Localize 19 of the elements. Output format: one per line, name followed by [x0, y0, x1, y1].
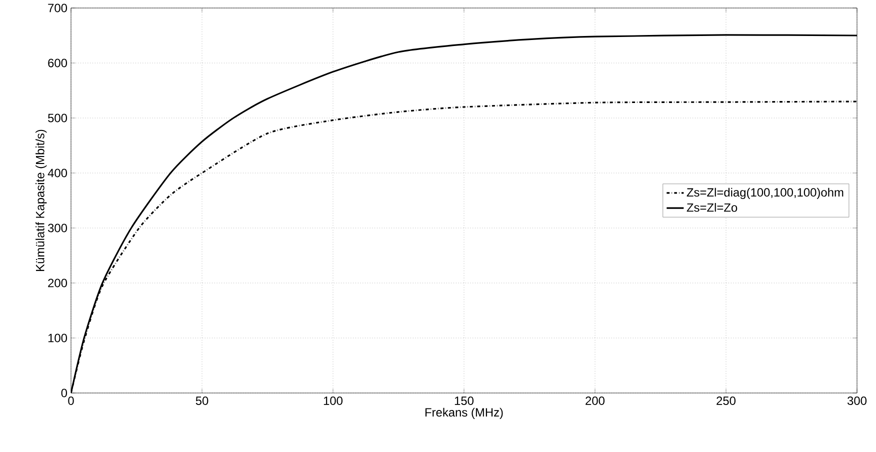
y-tick-label: 400	[48, 168, 68, 178]
y-tick-label: 700	[48, 4, 68, 12]
legend-label: Zs=Zl=diag(100,100,100)ohm	[686, 188, 844, 199]
x-axis-title: Frekans (MHz)	[425, 408, 503, 419]
y-tick-label: 300	[48, 224, 68, 232]
x-tick-label: 50	[196, 396, 208, 405]
x-tick-label: 250	[716, 396, 736, 405]
y-tick-label: 500	[48, 114, 68, 122]
y-tick-label: 100	[48, 334, 68, 342]
y-axis-title: Kümülatif Kapasite (Mbit/s)	[36, 130, 47, 271]
y-tick-label: 0	[61, 388, 68, 398]
x-tick-label: 200	[586, 396, 605, 405]
x-tick-label: 300	[847, 396, 867, 405]
x-tick-label: 150	[454, 396, 474, 405]
y-tick-label: 200	[48, 278, 68, 288]
x-tick-label: 0	[68, 396, 74, 405]
x-tick-label: 100	[324, 396, 343, 405]
legend-label: Zs=Zl=Zo	[686, 203, 738, 212]
y-tick-label: 600	[48, 58, 68, 68]
